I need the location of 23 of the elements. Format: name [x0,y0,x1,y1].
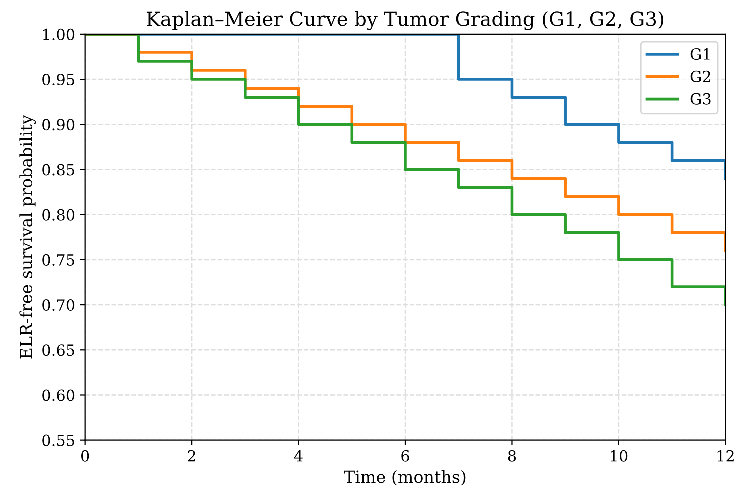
y-tick-label: 1.00 [43,28,75,40]
y-tick-label: 0.70 [42,300,75,312]
x-tick-label: 4 [294,450,303,462]
y-axis-title: ELR-free survival probability [20,115,36,359]
legend-label: G3 [690,93,711,105]
y-tick-label: 0.90 [42,119,75,131]
x-tick-label: 6 [402,450,410,462]
x-tick-label: 2 [188,450,196,462]
y-tick-label: 0.75 [42,254,74,266]
y-tick-label: 0.65 [42,344,74,356]
y-tick-label: 0.85 [42,164,74,176]
y-tick-label: 0.80 [42,209,75,221]
x-tick-label: 12 [718,450,734,462]
x-tick-label: 0 [81,450,90,462]
legend-label: G1 [690,48,710,60]
y-tick-label: 0.95 [42,74,74,86]
y-tick-label: 0.60 [42,390,75,402]
x-axis-title: Time (months) [344,470,466,486]
legend-label: G2 [690,70,710,82]
x-tick-label: 8 [508,450,516,462]
y-tick-label: 0.55 [42,434,74,446]
chart-title: Kaplan–Meier Curve by Tumor Grading (G1, G2, G3) [146,11,664,30]
x-tick-label: 10 [611,450,628,462]
